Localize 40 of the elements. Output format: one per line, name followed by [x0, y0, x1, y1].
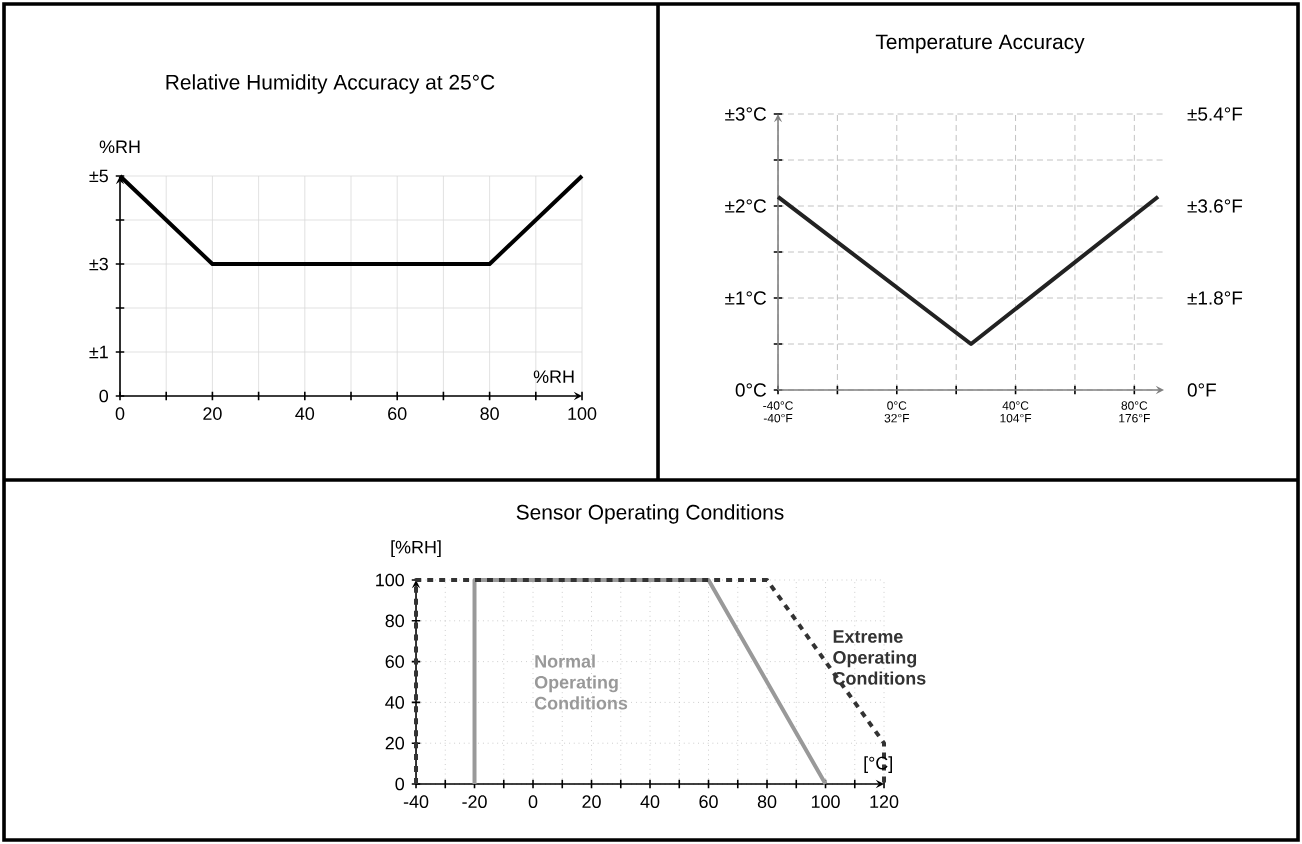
y-tick-label: 100	[376, 573, 405, 587]
x-tick-label: 20	[203, 407, 222, 420]
x-tick-label: 0	[528, 795, 538, 808]
y-tick-label: ±3°C	[725, 107, 767, 121]
x-tick-label: 40	[640, 795, 660, 808]
x-tick-label: 20	[582, 795, 601, 808]
x-tick-label: 80	[480, 407, 499, 420]
text: Normal Operating Conditions	[534, 654, 628, 710]
y-tick-label: ±1	[89, 345, 108, 359]
x-tick-label: 100	[568, 407, 597, 420]
y-tick-label: ±1°C	[725, 291, 767, 305]
y-tick-label: ±3	[89, 257, 108, 271]
chart-title: Sensor Operating Conditions	[516, 504, 784, 524]
y-tick-label: ±5	[89, 169, 108, 183]
y-tick-label: 20	[385, 736, 405, 750]
x-tick-label: 80	[757, 795, 777, 808]
y-tick-label: 40	[385, 696, 405, 709]
x-tick-label: -40	[403, 795, 429, 808]
y-tick-label: 60	[385, 655, 405, 668]
x-tick-label: 100	[811, 795, 840, 808]
y-axis-title: [%RH]	[391, 540, 441, 558]
y-tick-label: ±2°C	[725, 199, 767, 213]
y2-tick-label: ±3.6°F	[1187, 199, 1243, 213]
x-axis-title: [°C]	[864, 756, 892, 773]
chart-title: Relative Humidity Accuracy at 25°C	[166, 74, 495, 94]
y2-tick-label: ±5.4°F	[1187, 107, 1243, 121]
chart-title: Temperature Accuracy	[875, 34, 1085, 54]
series-label: Extreme Operating Conditions	[833, 630, 926, 685]
x-tick-label: 120	[870, 795, 899, 808]
y2-tick-label: 0°F	[1187, 383, 1216, 397]
x-tick-label: 0	[115, 407, 125, 420]
x-tick-label: 40	[295, 407, 315, 420]
y-tick-label: 0	[395, 777, 405, 791]
y-tick-label: 0°C	[735, 383, 767, 397]
x-axis-title: %RH	[533, 370, 574, 383]
y-axis-title: %RH	[99, 140, 140, 154]
y-tick-label: 80	[385, 614, 405, 628]
x-tick-label: 60	[699, 795, 718, 808]
y2-tick-label: ±1.8°F	[1187, 291, 1243, 305]
x-tick-label: -20	[462, 795, 487, 808]
